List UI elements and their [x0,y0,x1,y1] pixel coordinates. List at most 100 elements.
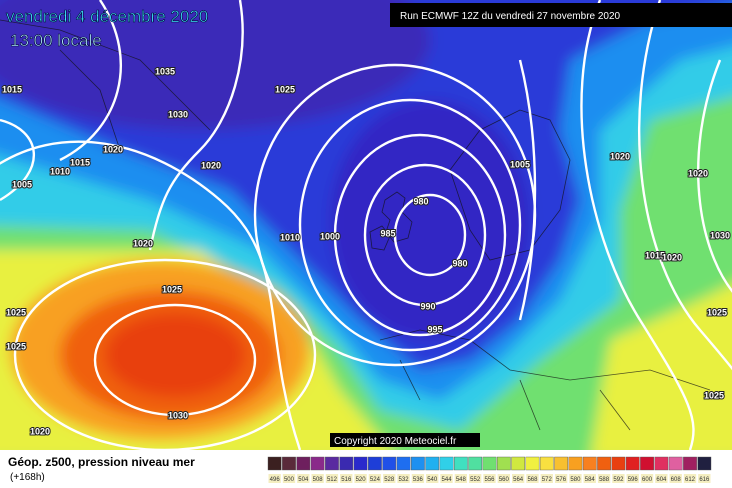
scale-swatch [468,456,483,471]
scale-label-box [683,474,697,483]
scale-label-box [311,474,324,483]
scale-label-box [397,474,410,483]
scale-label: 512 [327,477,338,483]
scale-swatch [325,456,339,471]
scale-label: 576 [556,477,567,483]
scale-swatch [511,456,526,471]
scale-swatch [496,456,511,471]
scale-label: 540 [427,477,438,483]
scale-label: 508 [313,477,324,483]
color-scale: 496 500 504 508 512 516 520 524 528 532 536 540 544 5… [267,456,712,483]
scale-label-box [540,474,553,483]
scale-label-box [597,474,611,483]
isobar-label: 1020 [30,426,50,436]
scale-label-box [655,474,668,483]
run-banner [390,3,732,27]
isobar-label: 1025 [704,390,724,400]
scale-label-box [383,474,396,483]
isobar-label: 1030 [168,109,188,119]
forecast-time: 13:00 locale [10,31,102,50]
scale-swatch [539,456,554,471]
scale-label: 604 [656,477,667,483]
scale-label: 588 [599,477,610,483]
scale-label-box [325,474,339,483]
scale-label-box [469,474,482,483]
scale-swatch [368,456,382,471]
isobar-label: 1030 [710,230,730,240]
scale-label: 500 [284,477,295,483]
scale-label-box [297,474,310,483]
scale-swatch [282,456,296,471]
scale-label: 536 [413,477,424,483]
forecast-date: vendredi 4 décembre 2020 [6,7,208,26]
scale-swatch [439,456,454,471]
scale-swatch [554,456,568,471]
scale-label-box [268,474,281,483]
scale-swatch [697,456,712,471]
scale-label: 504 [298,477,309,483]
scale-label-box [612,474,625,483]
scale-swatch [597,456,611,471]
isobar-label: 1005 [510,159,530,169]
scale-swatch [568,456,583,471]
scale-swatch [267,456,282,471]
isobar-label: 985 [380,228,395,238]
isobar-label: 1020 [103,144,123,154]
isobar-label: 1025 [162,284,182,294]
scale-label-box [698,474,711,483]
scale-label: 596 [628,477,639,483]
scale-label: 568 [527,477,538,483]
scale-label-box [368,474,382,483]
scale-label-box [626,474,639,483]
scale-label-box [497,474,510,483]
isobar-label: 1020 [662,252,682,262]
lead-time: (+168h) [10,472,45,483]
scale-label-box [411,474,425,483]
scale-label-box [483,474,496,483]
scale-label: 532 [399,477,410,483]
scale-label: 516 [341,477,352,483]
isobar-label: 1020 [133,238,153,248]
run-info: Run ECMWF 12Z du vendredi 27 novembre 20… [400,11,621,22]
scale-swatch [339,456,354,471]
scale-label: 584 [585,477,596,483]
scale-swatch [310,456,325,471]
scale-label: 520 [356,477,367,483]
scale-label-box [454,474,468,483]
scale-label-box [526,474,539,483]
isobar-label: 1020 [201,160,221,170]
isobar-label: 995 [427,324,442,334]
isobar-label: 1025 [6,341,26,351]
scale-label-box [511,474,525,483]
scale-swatch [296,456,311,471]
isobar-label: 1025 [707,307,727,317]
scale-label: 560 [499,477,510,483]
scale-label-box [282,474,296,483]
scale-label: 556 [484,477,495,483]
isobar-label: 1020 [610,151,630,161]
scale-swatch [411,456,425,471]
scale-swatch [582,456,597,471]
scale-label: 528 [384,477,395,483]
isobar-labels: 1035103010251020102010151010100510151020… [1,65,731,437]
scale-swatch [382,456,397,471]
scale-swatch [453,456,468,471]
scale-swatch [683,456,697,471]
scale-swatch [668,456,683,471]
scale-label-box [583,474,596,483]
scale-label: 580 [570,477,581,483]
scale-label: 524 [370,477,381,483]
scale-label: 564 [513,477,524,483]
scale-label: 552 [470,477,481,483]
isobar-label: 1015 [645,250,665,260]
scale-label-box [354,474,367,483]
scale-label: 548 [456,477,467,483]
isobar-label: 1030 [168,410,188,420]
scale-label: 496 [270,477,281,483]
scale-label-box [554,474,568,483]
scale-label-box [440,474,453,483]
legend-title: Géop. z500, pression niveau mer [8,455,195,469]
scale-swatch [425,456,440,471]
